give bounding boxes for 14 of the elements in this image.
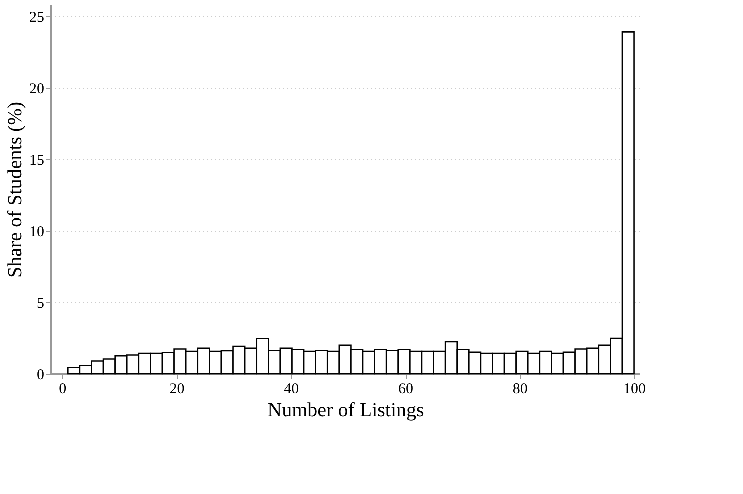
x-tick-label: 60 xyxy=(398,382,414,398)
y-tick-label: 20 xyxy=(30,81,44,98)
y-tick-label: 5 xyxy=(37,296,44,312)
y-axis-title: Share of Students (%) xyxy=(4,102,26,278)
y-tick-label: 10 xyxy=(30,224,44,240)
x-tick-label: 80 xyxy=(512,382,528,398)
y-tick-label: 0 xyxy=(37,368,44,384)
x-tick-label: 0 xyxy=(59,382,67,398)
x-tick-label: 100 xyxy=(624,382,646,398)
y-tick-label: 25 xyxy=(30,10,44,26)
y-tick-label: 15 xyxy=(30,152,44,169)
x-axis-title: Number of Listings xyxy=(268,400,425,422)
x-tick-label: 20 xyxy=(170,382,185,398)
x-tick-label: 40 xyxy=(284,382,300,398)
